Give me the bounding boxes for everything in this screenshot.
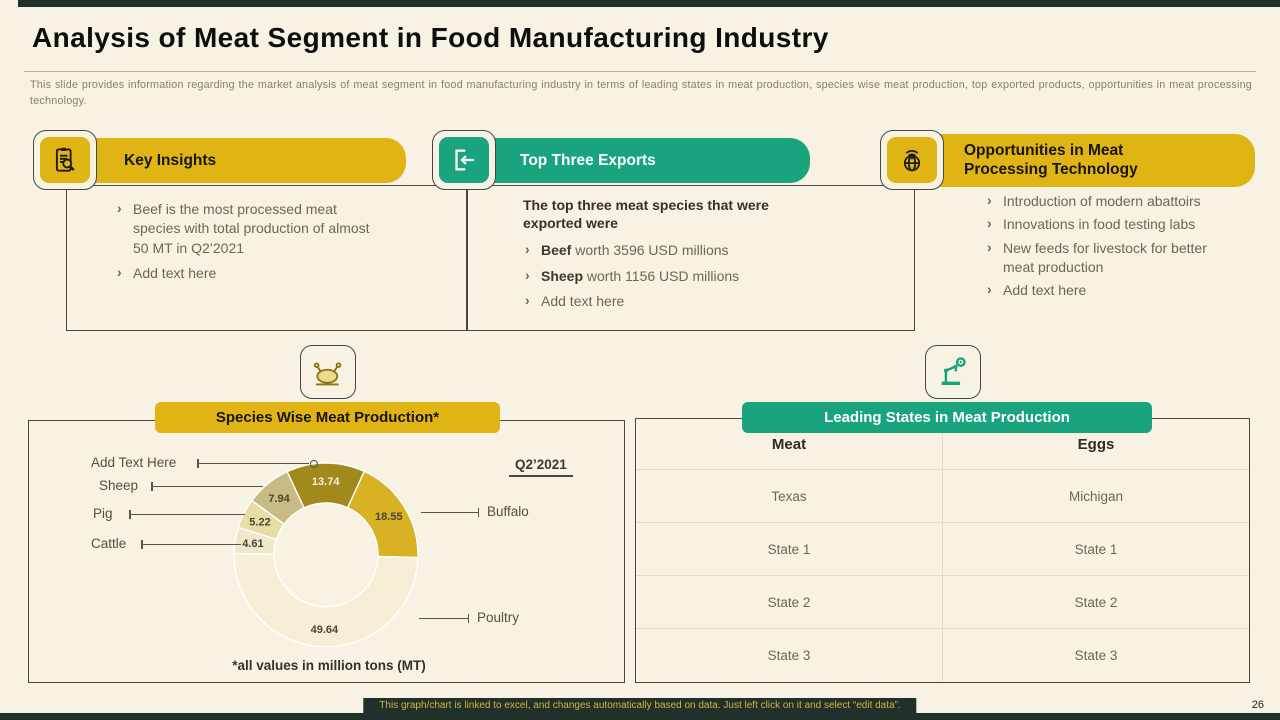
opportunities-icon-frame [880,130,944,190]
species-chart-banner: Species Wise Meat Production* [155,402,500,433]
opportunities-banner: Opportunities in Meat Processing Technol… [930,134,1255,187]
table-cell: State 1 [942,522,1249,575]
leader-line [419,614,469,623]
bullet-bold-text: Beef [541,242,572,259]
table-row: Texas Michigan [636,469,1249,522]
slide-description: This slide provides information regardin… [30,79,1252,107]
slice-label-buffalo: Buffalo [487,504,529,519]
key-insights-title: Key Insights [124,151,217,169]
species-chart-title: Species Wise Meat Production* [215,409,440,426]
bullet-item: Innovations in food testing labs [985,214,1237,234]
table-cell: State 2 [942,575,1249,628]
bullet-text: Add text here [133,264,217,281]
key-insights-box: Beef is the most processed meat species … [66,185,467,331]
bullet-text: Add text here [1003,282,1087,299]
donut-slice-sheep [250,470,305,526]
bullet-text: Add text here [541,293,625,309]
bullet-item: New feeds for livestock for better meat … [985,238,1237,278]
slice-label-poultry: Poultry [477,610,520,625]
leading-states-table: Meat Eggs Texas Michigan State 1 State 1… [636,419,1249,682]
opportunities-content: Introduction of modern abattoirs Innovat… [985,191,1237,305]
globe-signal-icon [887,137,937,183]
table-row: State 1 State 1 [636,522,1249,575]
leader-line [141,540,241,549]
table-cell: State 2 [636,575,942,628]
bullet-text: Innovations in food testing labs [1003,216,1196,233]
leader-line [129,510,245,519]
footer-note: This graph/chart is linked to excel, and… [363,698,917,713]
table-row: State 3 State 3 [636,628,1249,681]
top-exports-intro: The top three meat species that were exp… [523,197,769,232]
table-row: State 2 State 2 [636,575,1249,628]
top-exports-list: Beef worth 3596 USD millions Sheep worth… [523,240,904,311]
title-divider [24,71,1256,72]
donut-value-label: 13.74 [312,476,340,488]
leading-states-title: Leading States in Meat Production [824,409,1070,426]
page-title: Analysis of Meat Segment in Food Manufac… [32,22,829,53]
bullet-text: worth 1156 USD millions [583,267,740,284]
bullet-text: worth 3596 USD millions [571,242,729,259]
donut-value-label: 5.22 [249,517,270,529]
chart-footnote: *all values in million tons (MT) [232,658,426,673]
slice-label-add-text-here: Add Text Here [91,455,177,470]
opportunities-list: Introduction of modern abattoirs Innovat… [985,191,1237,301]
top-exports-box: The top three meat species that were exp… [467,185,915,331]
top-border-bar [18,0,1280,7]
donut-slice-poultry [233,552,419,648]
chart-period-label: Q2’2021 [509,457,573,477]
bullet-item: Beef is the most processed meat species … [115,199,387,258]
bottom-border-bar [0,713,1280,720]
slice-label-pig: Pig [93,506,113,521]
species-chart-panel: 13.74 18.55 49.64 4.61 5.22 7.94 Add Text Her… [28,420,625,683]
bullet-text: New feeds for livestock for better meat … [1003,239,1207,275]
species-donut-chart[interactable]: 13.74 18.55 49.64 4.61 5.22 7.94 [216,445,436,665]
page-number: 26 [1251,699,1264,711]
table-header-meat: Meat [771,435,807,453]
top-exports-icon-frame [432,130,496,190]
key-insights-banner: Key Insights [84,138,406,183]
table-cell: State 3 [942,628,1249,681]
bullet-item: Introduction of modern abattoirs [985,191,1237,211]
donut-value-label: 18.55 [375,511,403,523]
roast-chicken-icon [300,345,356,399]
key-insights-list: Beef is the most processed meat species … [115,199,456,283]
bullet-item: Beef worth 3596 USD millions [523,240,904,260]
bullet-item: Add text here [985,280,1237,300]
bullet-item: Add text here [523,291,904,311]
donut-value-label: 4.61 [242,538,263,550]
clipboard-search-icon [40,137,90,183]
bullet-item: Sheep worth 1156 USD millions [523,266,904,286]
leader-line [421,508,479,517]
top-exports-banner: Top Three Exports [484,138,810,183]
export-arrow-icon [439,137,489,183]
leading-states-banner: Leading States in Meat Production [742,402,1152,433]
donut-value-label: 7.94 [268,493,290,505]
table-cell: State 3 [636,628,942,681]
table-cell: State 1 [636,522,942,575]
leader-line [197,459,318,468]
opportunities-title: Opportunities in Meat Processing Technol… [964,141,1138,178]
table-cell: Michigan [942,469,1249,522]
leading-states-table-panel: Meat Eggs Texas Michigan State 1 State 1… [635,418,1250,683]
slice-label-cattle: Cattle [91,536,127,551]
slice-label-sheep: Sheep [99,478,139,493]
robotic-arm-icon [925,345,981,399]
top-exports-title: Top Three Exports [520,151,656,169]
leader-line [151,482,263,491]
bullet-text: Introduction of modern abattoirs [1003,193,1201,209]
table-header-row: Meat Eggs [636,419,1249,469]
table-header-eggs: Eggs [942,419,1249,469]
bullet-bold-text: Sheep [541,267,584,284]
table-cell: Texas [636,469,942,522]
key-insights-icon-frame [33,130,97,190]
donut-value-label: 49.64 [311,624,339,636]
bullet-text: Beef is the most processed meat species … [133,201,370,256]
bullet-item: Add text here [115,263,387,283]
